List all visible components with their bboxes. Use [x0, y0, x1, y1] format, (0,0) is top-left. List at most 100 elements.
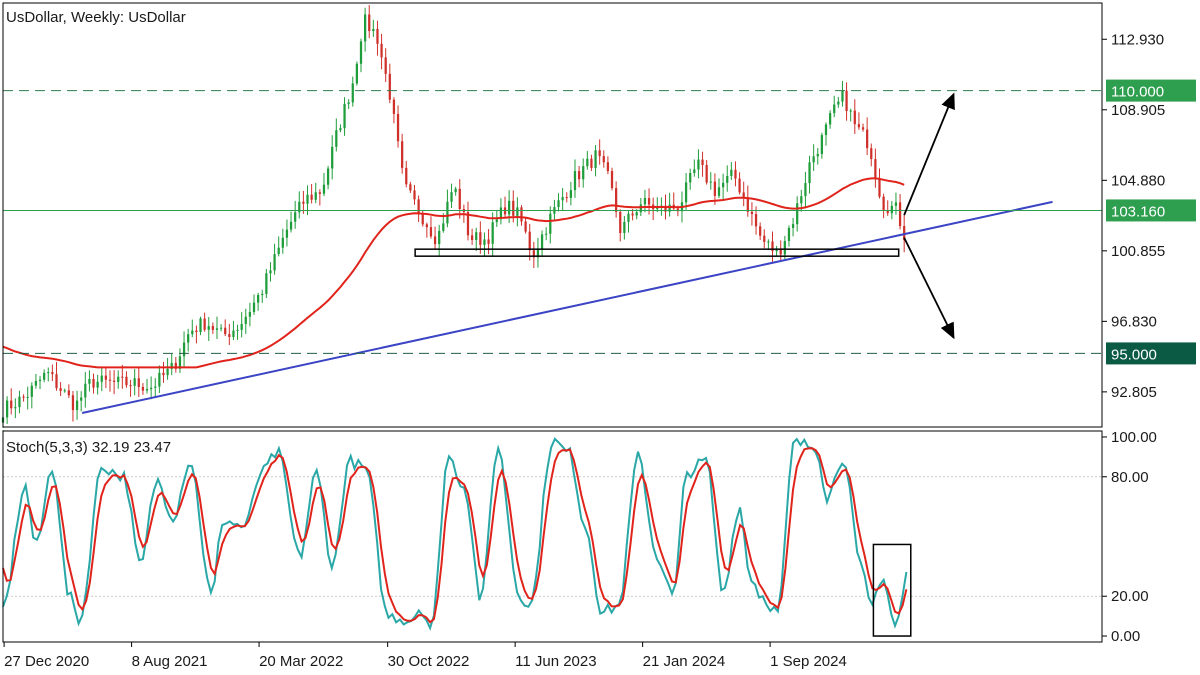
candle-body — [853, 110, 856, 125]
stoch-tick-label: 20.00 — [1111, 588, 1149, 605]
candle-body — [433, 236, 437, 245]
candle-body — [878, 178, 881, 197]
candle-body — [647, 198, 651, 205]
candle-body — [450, 192, 453, 202]
candle-body — [425, 224, 428, 228]
support-zone-box — [414, 248, 900, 257]
candle-body — [767, 241, 770, 243]
candle-body — [442, 223, 445, 231]
stoch-d-line — [2, 447, 908, 624]
candle-body — [211, 326, 214, 330]
candle-body — [285, 229, 289, 238]
candle-body — [289, 221, 293, 230]
candle-body — [34, 380, 38, 386]
candle-body — [335, 130, 338, 147]
candle-body — [129, 385, 132, 387]
price-tick-label: 108.905 — [1111, 102, 1165, 119]
candle-body — [499, 207, 503, 220]
candle-body — [610, 171, 614, 189]
candle-body — [215, 328, 219, 330]
trendline — [81, 200, 1053, 414]
candle-body — [808, 162, 811, 184]
candle-body — [586, 158, 589, 167]
price-panel — [1, 5, 1102, 432]
candle-body — [791, 224, 795, 228]
candle-body — [689, 172, 692, 183]
candle-body — [532, 250, 535, 258]
candle-body — [355, 63, 359, 84]
candle-body — [668, 204, 671, 212]
candle-body — [705, 165, 708, 183]
price-level-tag — [1106, 199, 1196, 222]
price-tick-label: 100.855 — [1111, 243, 1165, 260]
candle-body — [326, 168, 330, 185]
candle-body — [812, 156, 815, 163]
candle-body — [483, 239, 486, 245]
candle-body — [890, 205, 893, 214]
candle-body — [80, 397, 83, 401]
candle-body — [800, 196, 803, 204]
candle-body — [174, 362, 177, 369]
chart-title: UsDollar, Weekly: UsDollar — [6, 9, 186, 26]
x-tick-label: 1 Sep 2024 — [770, 653, 847, 670]
candle-body — [248, 311, 252, 317]
candle-body — [413, 190, 416, 200]
x-tick-label: 30 Oct 2022 — [388, 653, 470, 670]
candle-body — [882, 196, 885, 210]
candle-body — [730, 169, 733, 176]
candle-body — [845, 90, 848, 112]
candle-body — [446, 201, 449, 224]
candle-body — [816, 153, 819, 157]
candle-body — [376, 28, 379, 44]
candle-body — [684, 182, 688, 203]
candle-body — [261, 293, 264, 296]
candle-body — [841, 90, 844, 102]
candle-body — [47, 372, 50, 374]
candle-body — [219, 327, 223, 329]
candle-body — [125, 376, 128, 386]
candle-body — [158, 372, 161, 387]
candle-body — [244, 316, 247, 324]
candle-body — [347, 102, 350, 104]
candle-body — [701, 159, 704, 166]
candle-body — [331, 146, 334, 169]
candle-body — [602, 156, 605, 163]
candle-body — [405, 167, 408, 185]
candle-body — [520, 207, 523, 222]
candle-body — [372, 28, 375, 32]
stochastic-title: Stoch(5,3,3) 32.19 23.47 — [6, 439, 171, 456]
candle-body — [384, 57, 387, 74]
candle-body — [137, 378, 140, 387]
stoch-k-line — [2, 437, 908, 631]
candle-body — [84, 383, 87, 398]
candle-body — [252, 302, 256, 312]
price-level-tag-label: 103.160 — [1111, 203, 1165, 220]
candle-body — [100, 375, 103, 382]
candle-body — [182, 342, 186, 357]
candle-body — [664, 205, 667, 212]
candle-body — [898, 202, 902, 227]
candle-body — [820, 135, 824, 154]
candle-body — [590, 158, 593, 168]
stochastic-panel — [2, 437, 1102, 637]
candle-body — [796, 203, 799, 225]
x-tick-label: 8 Aug 2021 — [132, 653, 208, 670]
candle-body — [738, 178, 741, 193]
candle-body — [195, 330, 198, 332]
candle-body — [112, 380, 116, 382]
candle-body — [713, 181, 717, 196]
candle-body — [837, 101, 840, 105]
candle-body — [117, 376, 120, 382]
candle-body — [232, 330, 235, 338]
candle-body — [619, 211, 622, 233]
candle-body — [874, 159, 877, 179]
stoch-tick-label: 80.00 — [1111, 469, 1149, 486]
candle-body — [828, 113, 832, 125]
candle-body — [310, 194, 313, 200]
candle-body — [141, 386, 145, 391]
candle-body — [396, 113, 400, 142]
candle-body — [631, 213, 634, 216]
candle-body — [380, 43, 383, 58]
candle-body — [763, 235, 766, 242]
